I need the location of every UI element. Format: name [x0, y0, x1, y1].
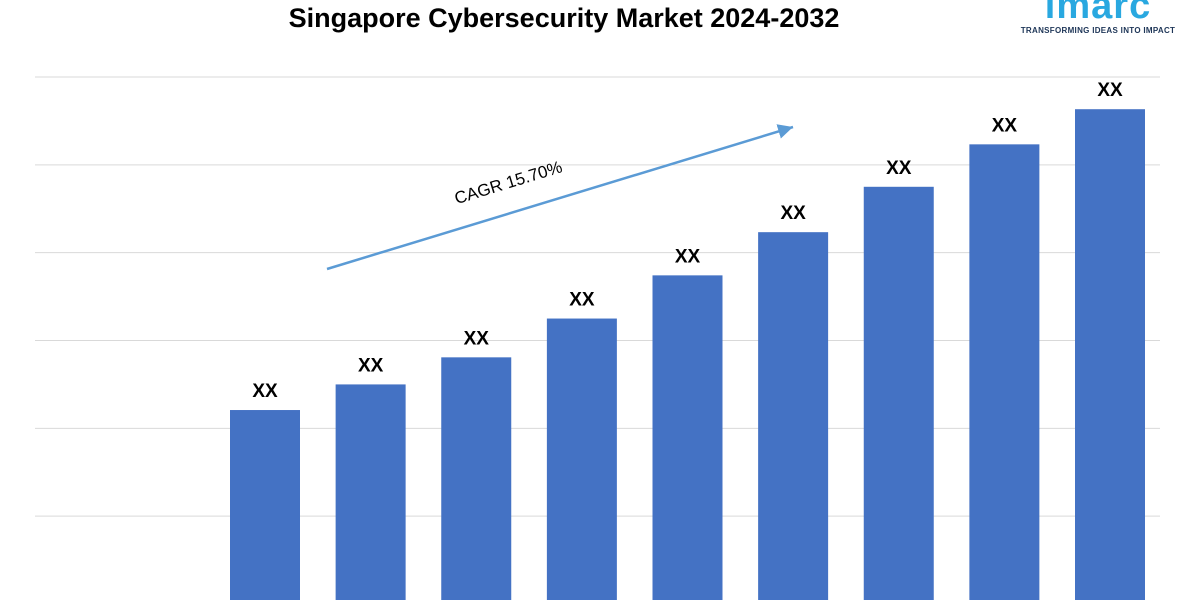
bar-2032	[1075, 109, 1145, 600]
logo-wordmark: imarc	[1044, 0, 1152, 27]
data-labels: XX XX XX XX XX XX XX XX XX	[252, 80, 1123, 402]
bar-2024	[230, 410, 300, 600]
bar-2030	[863, 186, 934, 600]
data-label-2027: XX	[569, 290, 595, 311]
cagr-annotation: CAGR 15.70%	[326, 124, 794, 271]
cagr-arrow	[326, 124, 794, 271]
bar-2027	[546, 318, 617, 600]
bar-2025	[335, 384, 406, 600]
bar-2031	[969, 144, 1040, 600]
data-label-2026: XX	[464, 328, 490, 349]
bars	[230, 109, 1145, 600]
bar-2028	[652, 275, 723, 600]
chart-title: Singapore Cybersecurity Market 2024-2032	[288, 3, 840, 33]
bar-2026	[441, 357, 512, 600]
imarc-logo: imarc TRANSFORMING IDEAS INTO IMPACT	[1018, 0, 1178, 38]
bar-2029	[758, 232, 829, 600]
data-label-2028: XX	[675, 246, 701, 267]
data-label-2032: XX	[1097, 80, 1123, 101]
data-label-2025: XX	[358, 355, 384, 376]
logo-tagline: TRANSFORMING IDEAS INTO IMPACT	[1020, 26, 1176, 35]
data-label-2024: XX	[252, 381, 278, 402]
data-label-2029: XX	[780, 203, 806, 224]
data-label-2030: XX	[886, 158, 912, 179]
data-label-2031: XX	[992, 115, 1018, 136]
